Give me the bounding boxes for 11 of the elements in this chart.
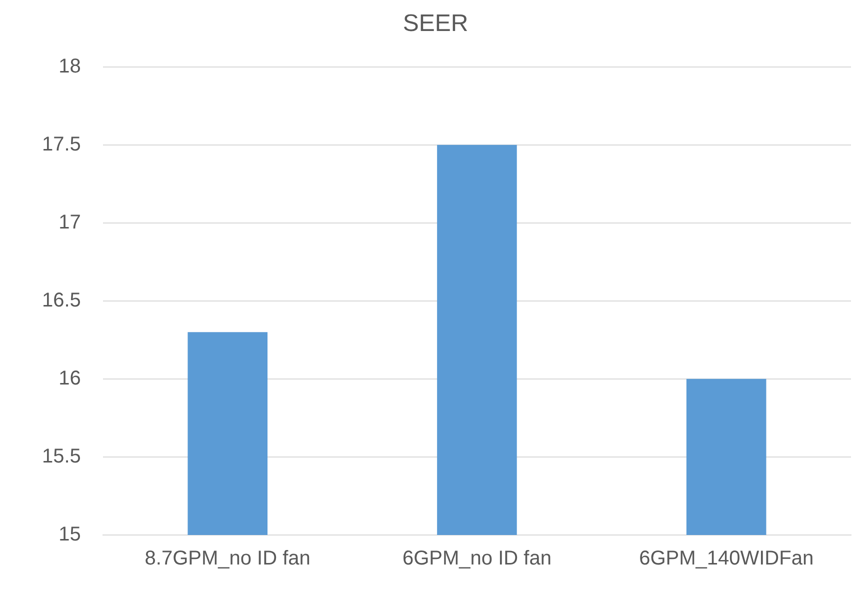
y-tick-label: 16 [58,367,81,390]
y-tick-label: 17 [58,211,81,234]
y-tick-label: 15 [58,524,81,546]
y-tick-label: 18 [58,55,81,78]
chart-title: SEER [402,10,468,38]
x-tick-label: 8.7GPM_no ID fan [144,548,310,570]
x-tick-label: 6GPM_140WIDFan [639,548,814,570]
y-tick-label: 17.5 [42,133,81,156]
y-tick-label: 15.5 [42,445,81,468]
x-tick-label: 6GPM_no ID fan [402,548,552,570]
y-tick-label: 16.5 [42,289,81,312]
